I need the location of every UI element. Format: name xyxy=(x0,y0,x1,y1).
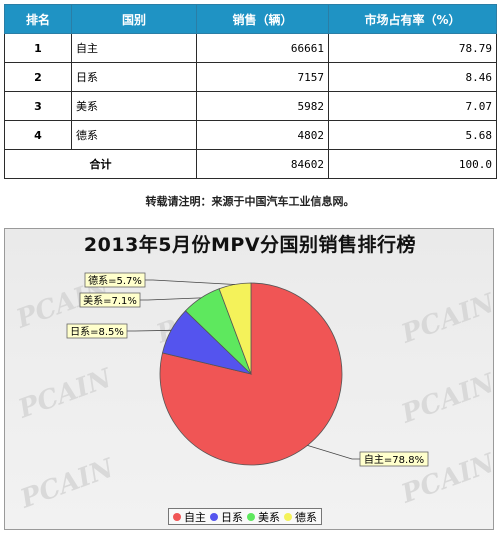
cell-country: 美系 xyxy=(71,91,197,121)
data-label: 美系=7.1% xyxy=(83,294,137,307)
label-leader-line xyxy=(140,297,202,301)
table-row: 4 德系 4802 5.68 xyxy=(4,120,497,150)
cell-sales: 66661 xyxy=(196,33,329,63)
pie-chart-panel: PCAIN PCAIN PCAIN PCAIN PCAIN PCAIN PCAI… xyxy=(4,228,499,530)
data-label-box xyxy=(79,292,141,308)
legend-swatch xyxy=(284,512,292,521)
data-label: 德系=5.7% xyxy=(88,274,142,287)
header-sales: 销售（辆） xyxy=(196,4,329,34)
legend-swatch xyxy=(247,512,255,521)
cell-share: 78.79 xyxy=(328,33,497,63)
cell-share: 7.07 xyxy=(328,91,497,121)
cell-sales: 4802 xyxy=(196,120,329,150)
legend-label: 德系 xyxy=(295,510,317,524)
legend-swatch xyxy=(173,512,181,521)
data-label-box xyxy=(66,323,128,339)
chart-legend: 自主 日系 美系 德系 xyxy=(168,508,322,525)
legend-label: 美系 xyxy=(258,510,280,524)
cell-country: 日系 xyxy=(71,62,197,92)
table-total-row: 合计 84602 100.0 xyxy=(4,149,497,179)
label-leader-line xyxy=(145,279,235,285)
total-sales: 84602 xyxy=(196,149,329,179)
legend-item: 德系 xyxy=(284,509,317,525)
table-header-row: 排名 国别 销售（辆） 市场占有率（%） xyxy=(4,4,497,34)
cell-rank: 4 xyxy=(4,120,72,150)
legend-swatch xyxy=(210,512,218,521)
table-row: 2 日系 7157 8.46 xyxy=(4,62,497,92)
cell-share: 5.68 xyxy=(328,120,497,150)
sales-table: 排名 国别 销售（辆） 市场占有率（%） 1 自主 66661 78.79 2 … xyxy=(4,4,497,179)
cell-rank: 3 xyxy=(4,91,72,121)
header-country: 国别 xyxy=(71,4,197,34)
data-label-box xyxy=(359,451,429,467)
data-label-box xyxy=(84,272,146,288)
cell-rank: 2 xyxy=(4,62,72,92)
pie-chart: 自主=78.8% 日系=8.5% 美系=7.1% 德系=5.7% xyxy=(66,272,429,467)
legend-item: 日系 xyxy=(210,509,243,525)
cell-sales: 5982 xyxy=(196,91,329,121)
cell-country: 自主 xyxy=(71,33,197,63)
legend-item: 自主 xyxy=(173,509,206,525)
label-leader-line xyxy=(127,329,172,332)
cell-sales: 7157 xyxy=(196,62,329,92)
table-row: 1 自主 66661 78.79 xyxy=(4,33,497,63)
source-note: 转载请注明：来源于中国汽车工业信息网。 xyxy=(145,195,355,208)
chart-title: 2013年5月份MPV分国别销售排行榜 xyxy=(83,234,417,256)
header-share: 市场占有率（%） xyxy=(328,4,497,34)
table-row: 3 美系 5982 7.07 xyxy=(4,91,497,121)
cell-rank: 1 xyxy=(4,33,72,63)
pie-slice-4 xyxy=(218,282,252,375)
header-rank: 排名 xyxy=(4,4,72,34)
data-label: 日系=8.5% xyxy=(70,326,124,338)
legend-label: 自主 xyxy=(184,510,206,524)
total-label: 合计 xyxy=(4,149,197,179)
data-label: 自主=78.8% xyxy=(364,453,424,466)
cell-share: 8.46 xyxy=(328,62,497,92)
total-share: 100.0 xyxy=(328,149,497,179)
legend-item: 美系 xyxy=(247,509,280,525)
cell-country: 德系 xyxy=(71,120,197,150)
label-leader-line xyxy=(307,445,360,460)
sales-table-container: 排名 国别 销售（辆） 市场占有率（%） 1 自主 66661 78.79 2 … xyxy=(4,4,497,179)
legend-label: 日系 xyxy=(221,510,243,524)
